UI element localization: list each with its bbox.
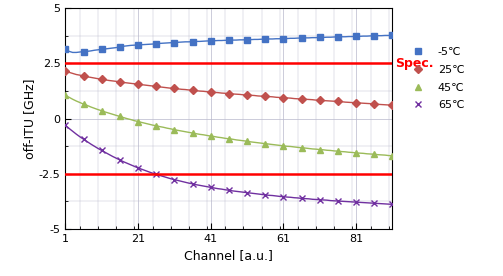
-5℃ xyxy=(172,41,178,44)
25℃ xyxy=(244,93,250,97)
25℃ xyxy=(335,100,341,103)
65℃ xyxy=(335,199,341,203)
25℃ xyxy=(117,80,123,84)
Line: -5℃: -5℃ xyxy=(62,33,395,54)
45℃ xyxy=(298,146,304,150)
65℃ xyxy=(99,149,105,152)
-5℃ xyxy=(135,43,141,47)
-5℃ xyxy=(190,40,196,43)
45℃ xyxy=(335,150,341,153)
45℃ xyxy=(208,134,214,138)
Line: 25℃: 25℃ xyxy=(62,68,395,108)
25℃ xyxy=(208,90,214,94)
-5℃ xyxy=(226,39,232,42)
25℃ xyxy=(371,102,377,106)
Y-axis label: off-ITU [GHz]: off-ITU [GHz] xyxy=(23,78,36,159)
-5℃ xyxy=(80,50,87,53)
25℃ xyxy=(353,101,359,104)
-5℃ xyxy=(62,47,68,51)
25℃ xyxy=(262,95,268,98)
-5℃ xyxy=(262,38,268,41)
45℃ xyxy=(190,131,196,135)
45℃ xyxy=(371,153,377,156)
45℃ xyxy=(317,148,323,151)
Legend: -5℃, 25℃, 45℃, 65℃: -5℃, 25℃, 45℃, 65℃ xyxy=(404,47,464,110)
45℃ xyxy=(117,115,123,118)
65℃ xyxy=(153,173,159,176)
65℃ xyxy=(80,137,87,141)
65℃ xyxy=(172,178,178,181)
65℃ xyxy=(353,200,359,204)
45℃ xyxy=(280,144,286,147)
45℃ xyxy=(153,124,159,128)
-5℃ xyxy=(298,36,304,40)
45℃ xyxy=(353,151,359,155)
45℃ xyxy=(226,137,232,140)
65℃ xyxy=(280,195,286,198)
45℃ xyxy=(262,142,268,145)
X-axis label: Channel [a.u.]: Channel [a.u.] xyxy=(185,250,273,262)
25℃ xyxy=(317,99,323,102)
-5℃ xyxy=(335,35,341,39)
-5℃ xyxy=(244,38,250,41)
25℃ xyxy=(62,70,68,73)
-5℃ xyxy=(353,35,359,38)
65℃ xyxy=(117,158,123,162)
-5℃ xyxy=(153,42,159,45)
25℃ xyxy=(172,87,178,90)
45℃ xyxy=(62,94,68,97)
-5℃ xyxy=(208,39,214,43)
65℃ xyxy=(389,203,395,206)
45℃ xyxy=(389,154,395,157)
-5℃ xyxy=(280,37,286,40)
65℃ xyxy=(62,124,68,127)
65℃ xyxy=(226,189,232,192)
25℃ xyxy=(226,92,232,95)
Line: 45℃: 45℃ xyxy=(62,93,395,158)
25℃ xyxy=(80,75,87,78)
65℃ xyxy=(190,182,196,185)
-5℃ xyxy=(317,36,323,39)
65℃ xyxy=(208,186,214,189)
65℃ xyxy=(371,201,377,205)
65℃ xyxy=(317,198,323,201)
25℃ xyxy=(153,85,159,88)
45℃ xyxy=(172,128,178,131)
45℃ xyxy=(99,109,105,112)
-5℃ xyxy=(389,34,395,37)
-5℃ xyxy=(99,48,105,51)
25℃ xyxy=(135,83,141,86)
-5℃ xyxy=(371,34,377,38)
65℃ xyxy=(244,191,250,194)
25℃ xyxy=(190,89,196,92)
65℃ xyxy=(135,166,141,169)
-5℃ xyxy=(117,45,123,49)
25℃ xyxy=(280,96,286,99)
25℃ xyxy=(389,104,395,107)
Line: 65℃: 65℃ xyxy=(62,123,395,207)
45℃ xyxy=(244,140,250,143)
45℃ xyxy=(135,120,141,123)
65℃ xyxy=(262,193,268,197)
65℃ xyxy=(298,197,304,200)
Text: Spec.: Spec. xyxy=(395,57,434,70)
25℃ xyxy=(298,97,304,101)
25℃ xyxy=(99,78,105,81)
45℃ xyxy=(80,102,87,106)
